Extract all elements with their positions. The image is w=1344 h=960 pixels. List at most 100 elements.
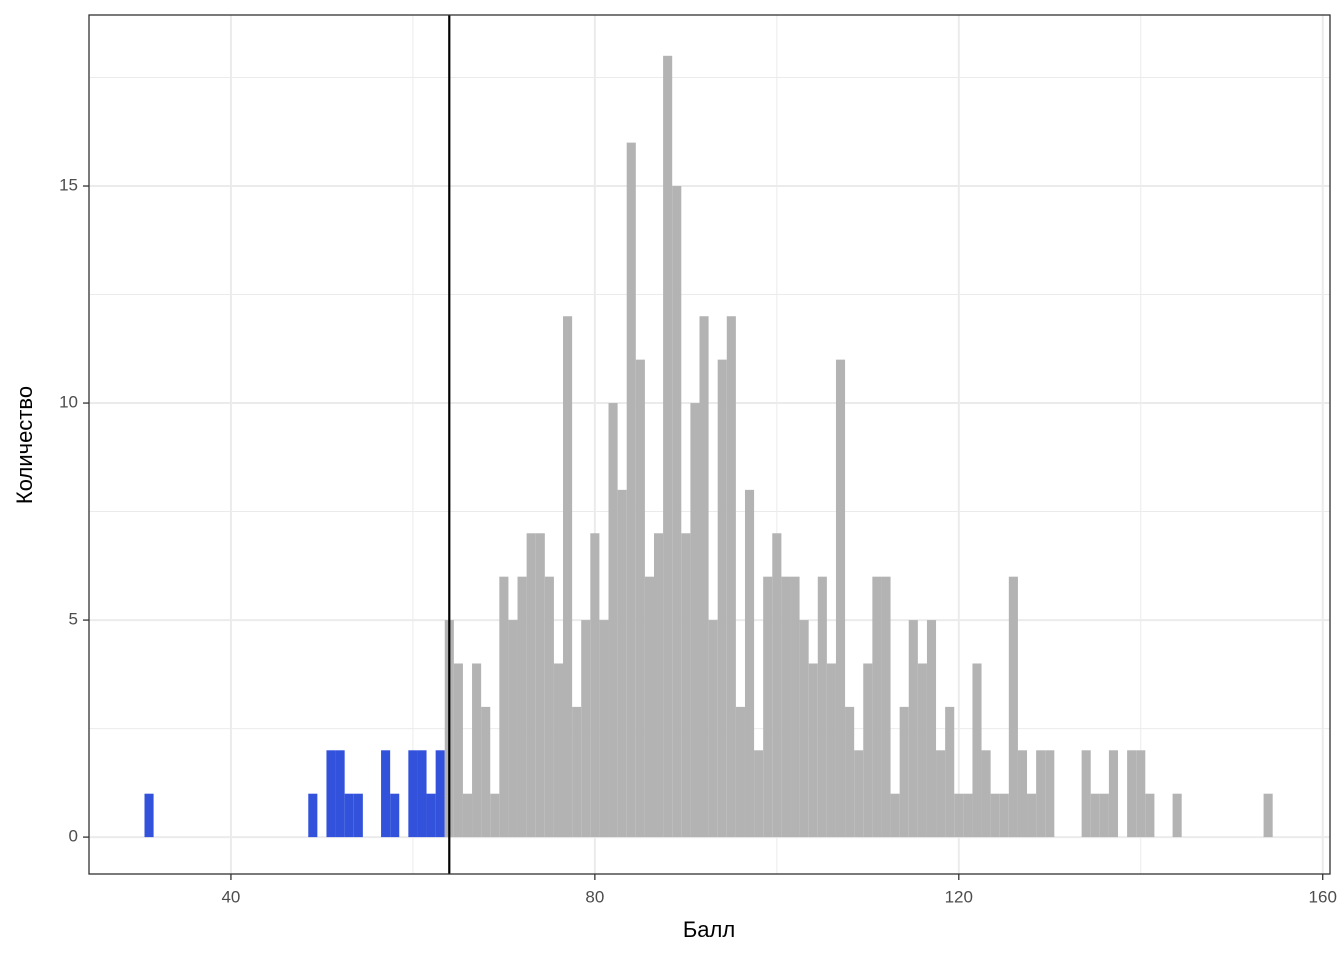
bar — [144, 793, 154, 838]
y-tick-label: 5 — [69, 610, 78, 629]
x-tick-label: 40 — [221, 887, 240, 906]
bar — [854, 750, 864, 838]
bar — [335, 750, 345, 838]
bar — [1172, 793, 1182, 838]
bar — [490, 793, 500, 838]
bar — [735, 706, 745, 838]
panel-border — [88, 14, 1331, 875]
bar — [990, 793, 1000, 838]
x-tick-label: 80 — [585, 887, 604, 906]
bar — [972, 663, 982, 838]
bar — [654, 533, 664, 838]
bar — [781, 576, 791, 838]
bar — [453, 663, 463, 838]
bar — [1045, 750, 1055, 838]
bar — [563, 316, 573, 838]
y-tick-label: 15 — [59, 176, 78, 195]
bar — [390, 793, 400, 838]
bar — [353, 793, 363, 838]
bar — [890, 793, 900, 838]
bar — [772, 533, 782, 838]
y-axis-title: Количество — [12, 386, 37, 504]
bar — [699, 316, 709, 838]
bar — [1127, 750, 1137, 838]
bar — [835, 359, 846, 838]
bar — [581, 620, 591, 838]
bar — [917, 663, 927, 838]
bar — [1081, 750, 1091, 838]
bar — [963, 793, 973, 838]
bar — [954, 793, 964, 838]
bar — [635, 359, 645, 838]
bar — [426, 793, 436, 838]
bar — [462, 793, 473, 838]
bar — [1008, 576, 1018, 838]
bar — [808, 663, 818, 838]
bar — [790, 576, 800, 838]
bar — [1136, 750, 1146, 838]
bar — [499, 576, 509, 838]
bar — [1263, 793, 1273, 838]
bar — [599, 620, 609, 838]
bar — [617, 489, 627, 838]
bar — [908, 620, 918, 838]
bar — [344, 793, 354, 838]
bar — [1036, 750, 1046, 838]
bar — [817, 576, 827, 838]
bar — [1108, 750, 1119, 838]
x-tick-label: 120 — [945, 887, 973, 906]
x-axis-title: Балл — [683, 917, 735, 942]
y-tick-label: 10 — [59, 393, 78, 412]
bar — [590, 533, 600, 838]
bar — [799, 620, 809, 838]
bar — [826, 663, 836, 838]
bar — [1090, 793, 1100, 838]
bar — [881, 576, 891, 838]
bar — [644, 576, 655, 838]
bar — [672, 186, 682, 838]
bar — [744, 489, 755, 838]
bar — [417, 750, 427, 838]
bar — [435, 750, 445, 838]
bar — [626, 142, 636, 838]
bar — [308, 793, 318, 838]
bar — [926, 620, 937, 838]
bar — [763, 576, 773, 838]
bar — [708, 620, 718, 838]
bar — [381, 750, 391, 838]
bar — [1099, 793, 1109, 838]
bar — [872, 576, 882, 838]
bar — [936, 750, 946, 838]
bar — [863, 663, 873, 838]
bar — [999, 793, 1009, 838]
bar — [899, 706, 909, 838]
bar — [535, 533, 545, 838]
bar — [845, 706, 855, 838]
x-tick-label: 160 — [1309, 887, 1337, 906]
bar — [754, 750, 764, 838]
bar — [726, 316, 736, 838]
bar — [1027, 793, 1037, 838]
bar — [408, 750, 418, 838]
bar — [717, 359, 727, 838]
bar — [572, 706, 582, 838]
bar — [690, 403, 700, 838]
bar — [1145, 793, 1155, 838]
bar — [481, 706, 491, 838]
bar — [517, 576, 527, 838]
bar — [472, 663, 482, 838]
bar — [608, 403, 618, 838]
bar — [326, 750, 336, 838]
bar — [1017, 750, 1028, 838]
bar — [663, 55, 673, 838]
bar — [945, 706, 955, 838]
bar — [553, 663, 564, 838]
y-tick-label: 0 — [69, 827, 78, 846]
bar — [681, 533, 691, 838]
bar — [508, 620, 518, 838]
bar — [981, 750, 991, 838]
bar — [526, 533, 536, 838]
bar — [544, 576, 554, 838]
